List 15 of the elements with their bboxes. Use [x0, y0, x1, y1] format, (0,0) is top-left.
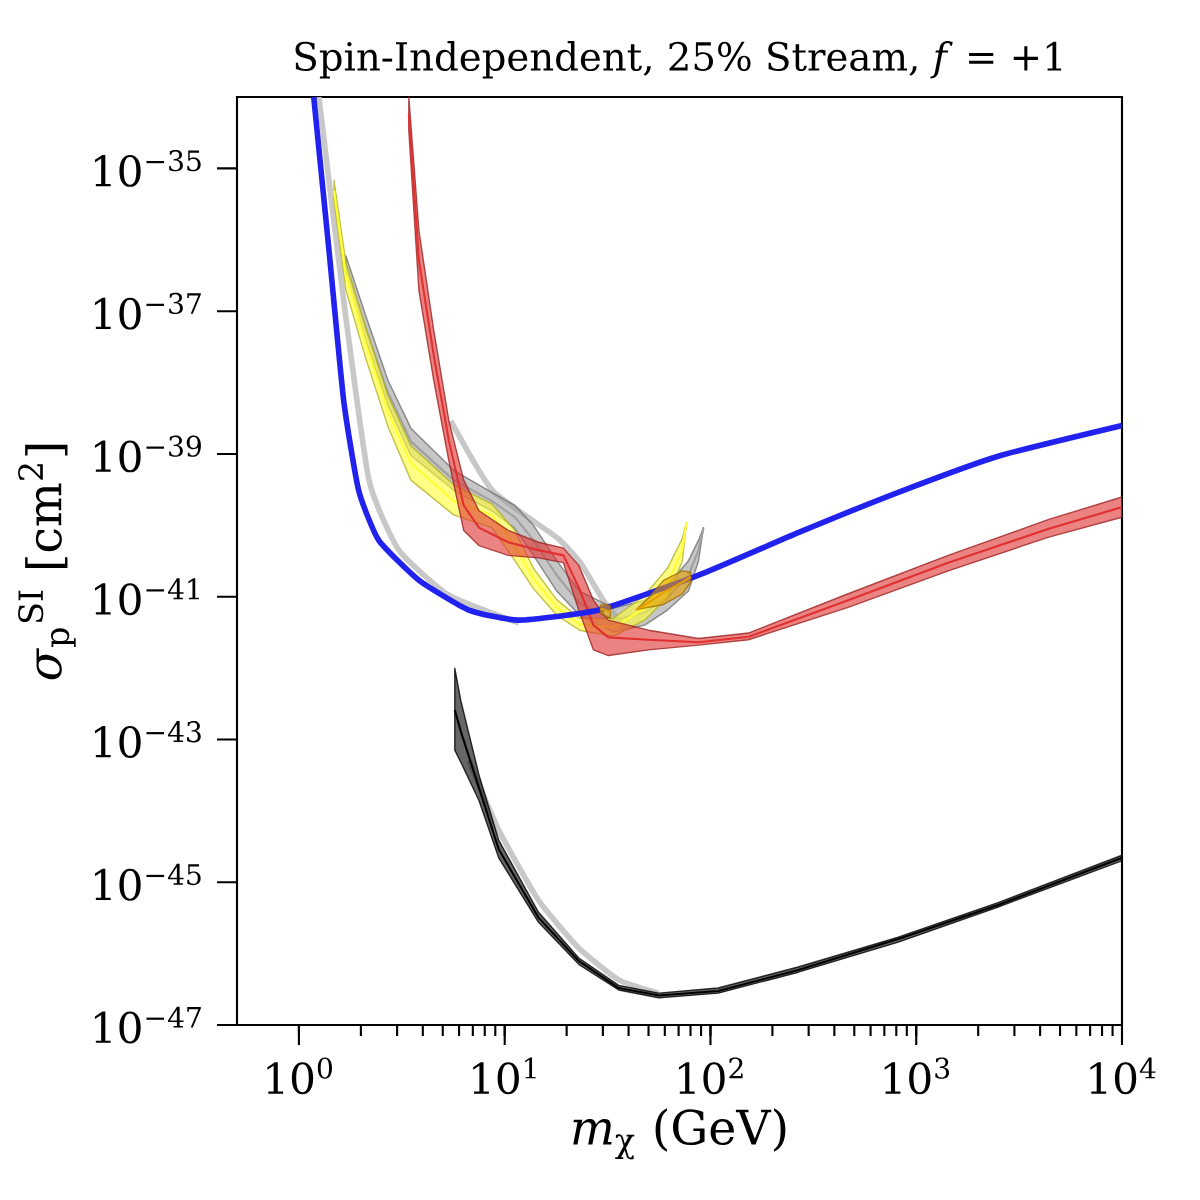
x-axis-title: m$_{χ}$ (GeV) — [573, 1108, 786, 1160]
y-tick-label: 10$^{−41}$ — [94, 578, 199, 616]
y-tick-label: 10$^{−39}$ — [94, 435, 201, 473]
y-tick-label: 10$^{−43}$ — [94, 721, 201, 758]
y-axis-title: σ$_{p}$$^{SI}$ [cm$^{2}$] — [18, 444, 76, 680]
x-tick-label: 10$^{3}$ — [884, 1057, 950, 1095]
y-tick-label: 10$^{−47}$ — [94, 1006, 201, 1044]
chart-title: Spin-Independent, 25% Stream, f = +1 — [295, 41, 1062, 79]
x-tick-label: 10$^{0}$ — [267, 1057, 332, 1095]
x-tick-label: 10$^{2}$ — [678, 1057, 743, 1095]
y-tick-label: 10$^{−35}$ — [94, 150, 201, 187]
y-tick-label: 10$^{−37}$ — [94, 292, 201, 330]
x-tick-label: 10$^{1}$ — [473, 1057, 536, 1095]
y-tick-label: 10$^{−45}$ — [94, 863, 201, 901]
x-tick-label: 10$^{4}$ — [1090, 1057, 1156, 1095]
